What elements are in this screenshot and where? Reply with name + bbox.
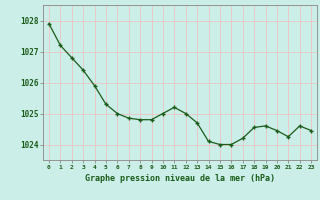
X-axis label: Graphe pression niveau de la mer (hPa): Graphe pression niveau de la mer (hPa): [85, 174, 275, 183]
